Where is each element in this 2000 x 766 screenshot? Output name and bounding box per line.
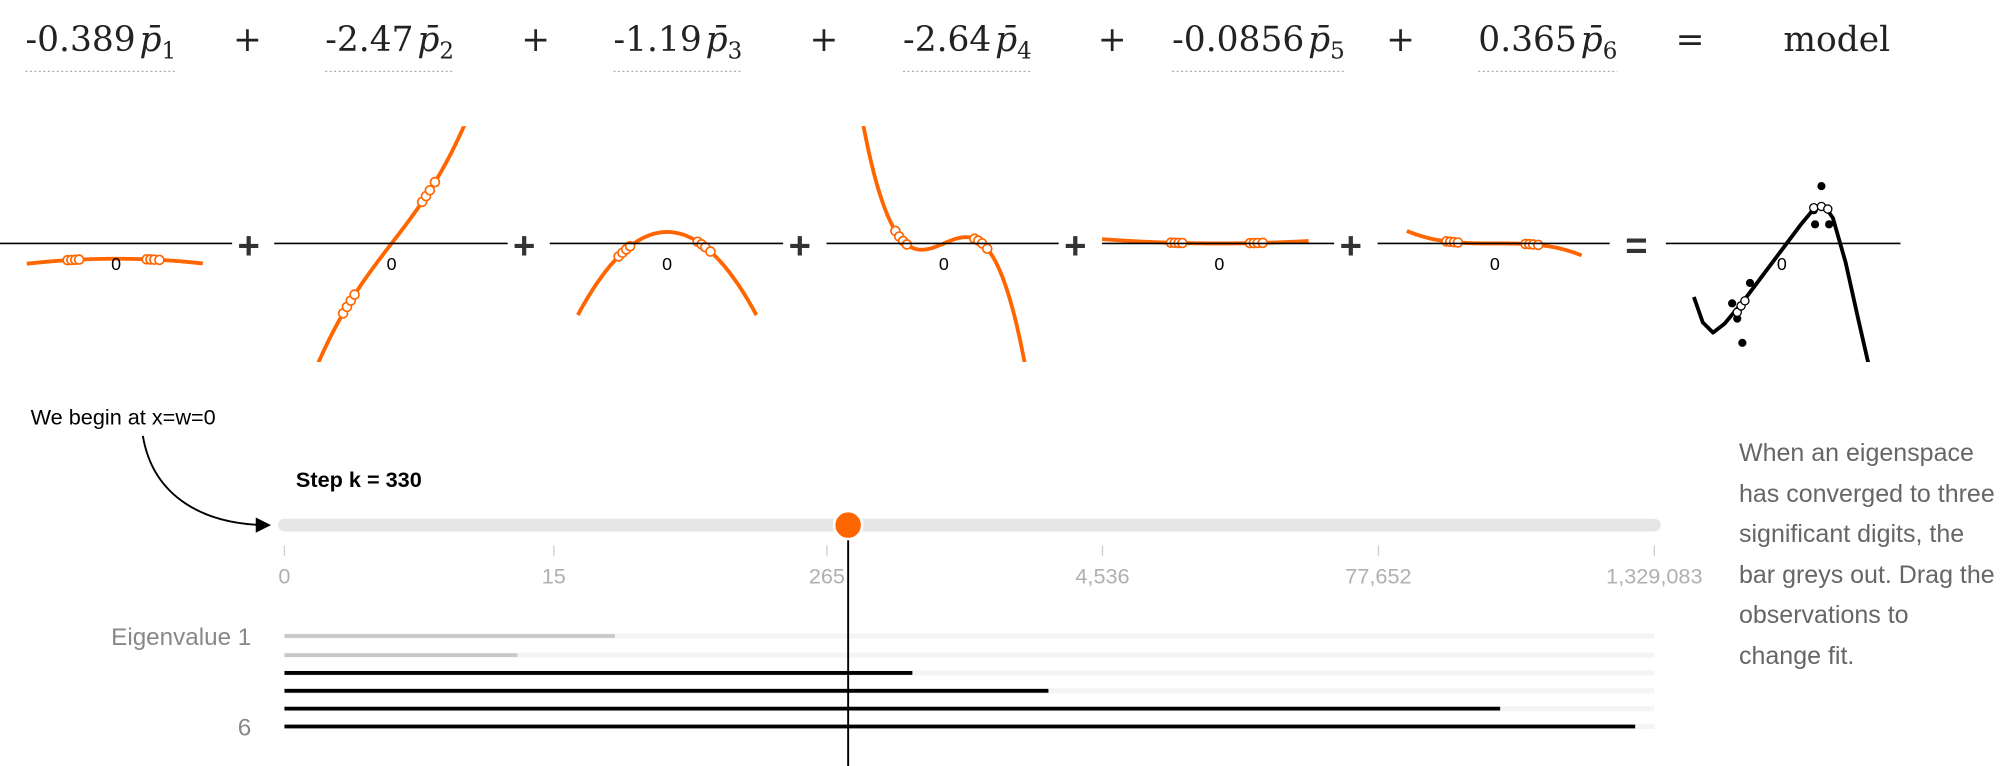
equation-term: -1.19 p̄3 [614, 20, 743, 65]
equation-plus: + [521, 20, 550, 60]
model-point [1817, 182, 1826, 191]
observation [1532, 239, 1544, 251]
plot-plus: + [238, 225, 260, 268]
plot-zero-label: 0 [1490, 254, 1500, 274]
coefficient: -2.47 [325, 20, 413, 60]
subscript: 1 [162, 39, 177, 65]
model-point [1738, 338, 1747, 347]
model-point [1733, 314, 1742, 323]
model-point [1825, 220, 1834, 229]
symbol: p̄ [1308, 20, 1330, 60]
tick-label: 1,329,083 [1606, 564, 1702, 589]
tick-label: 0 [278, 564, 290, 589]
observation [901, 239, 913, 250]
subscript: 4 [1017, 39, 1032, 65]
observation [429, 176, 441, 188]
plot-plus: + [1340, 225, 1362, 268]
plot-zero-label: 0 [1214, 254, 1224, 274]
model-fit-point [1740, 296, 1750, 306]
plot-zero-label: 0 [387, 254, 397, 274]
observation [705, 246, 716, 257]
coefficient: -0.389 [26, 20, 136, 60]
slider-handle[interactable] [832, 509, 864, 541]
model-curve [1692, 203, 1871, 362]
plot-plus: + [1064, 225, 1086, 268]
equation-term: -0.389 p̄1 [26, 20, 177, 65]
equation-plus: + [233, 20, 262, 60]
subscript: 3 [728, 39, 743, 65]
plot-zero-label: 0 [111, 254, 121, 274]
coefficient: 0.365 [1478, 20, 1577, 60]
coefficient: -1.19 [614, 20, 702, 60]
subscript: 2 [439, 39, 454, 65]
equation-term: -0.0856 p̄5 [1172, 20, 1345, 65]
tick-label: 15 [542, 564, 566, 589]
observation [424, 184, 436, 196]
equation-plus: + [1386, 20, 1415, 60]
tick-label: 77,652 [1345, 564, 1411, 589]
coefficient: -2.64 [903, 20, 991, 60]
plot-zero-label: 0 [662, 254, 672, 274]
subscript: 6 [1603, 39, 1618, 65]
plot-zero-label: 0 [1777, 254, 1787, 274]
observation [154, 254, 165, 266]
observation [1452, 237, 1464, 248]
equation-term: -2.47 p̄2 [325, 20, 454, 65]
note: When an eigenspace has converged to thre… [1739, 439, 1995, 670]
model-fit-point [1809, 203, 1819, 213]
coefficient: -0.0856 [1172, 20, 1304, 60]
bar-label: 6 [238, 714, 251, 741]
subscript: 5 [1330, 39, 1345, 65]
tick-label: 4,536 [1075, 564, 1129, 589]
observation [73, 254, 85, 265]
model-point [1728, 299, 1737, 308]
annotation-arrow [141, 435, 272, 533]
equation-plus: + [1098, 20, 1127, 60]
symbol: p̄ [140, 20, 162, 60]
equation-term: 0.365 p̄6 [1478, 20, 1617, 65]
model-fit-point [1823, 204, 1833, 214]
plot-equals: = [1625, 225, 1647, 268]
step-label: Step k = 330 [296, 467, 422, 492]
annotation: We begin at x=w=0 [31, 404, 216, 429]
tick-label: 265 [809, 564, 845, 589]
equation-result: model [1783, 20, 1890, 60]
model-point [1745, 278, 1755, 288]
bar-label: Eigenvalue 1 [111, 624, 251, 651]
equation-equals: = [1676, 20, 1705, 60]
model-point [1810, 220, 1820, 229]
observation [981, 243, 993, 255]
equation-term: -2.64 p̄4 [903, 20, 1032, 65]
symbol: p̄ [417, 20, 439, 60]
symbol: p̄ [1581, 20, 1603, 60]
plot-plus: + [789, 225, 811, 268]
component-curve [576, 230, 759, 316]
plot-zero-label: 0 [939, 254, 949, 274]
symbol: p̄ [706, 20, 728, 60]
component-curve [26, 256, 203, 266]
plot-plus: + [513, 225, 535, 268]
symbol: p̄ [995, 20, 1017, 60]
equation-plus: + [810, 20, 839, 60]
observation [349, 289, 360, 300]
